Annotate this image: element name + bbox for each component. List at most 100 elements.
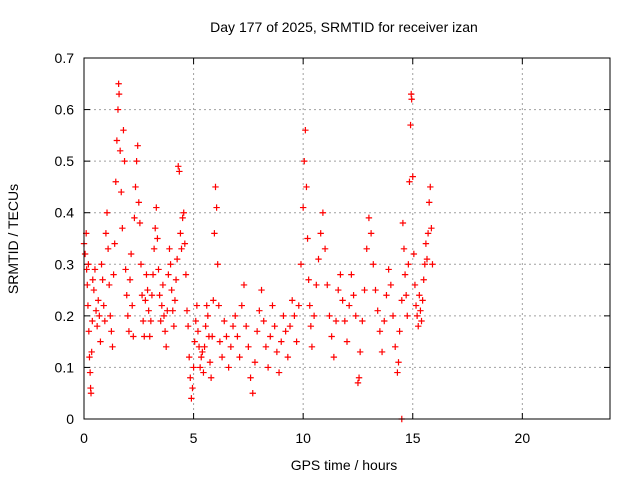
data-point (356, 348, 364, 356)
data-point (189, 384, 196, 392)
data-point (267, 333, 274, 340)
data-point (199, 348, 206, 356)
data-point (423, 255, 431, 263)
data-point (398, 297, 405, 304)
data-point (227, 343, 235, 350)
y-tick-label: 0.3 (55, 256, 75, 272)
data-point (161, 328, 169, 335)
data-point (124, 312, 132, 320)
data-point (85, 261, 92, 268)
data-point (133, 157, 140, 165)
data-point (376, 328, 384, 335)
data-point (418, 317, 425, 325)
data-point (313, 281, 320, 289)
data-point (307, 322, 315, 330)
y-tick-label: 0.2 (55, 308, 75, 324)
data-point (361, 286, 368, 294)
x-tick-label: 15 (405, 430, 421, 446)
data-point (374, 307, 381, 314)
data-point (146, 333, 153, 340)
data-point (85, 328, 93, 335)
data-point (229, 322, 237, 330)
data-point (148, 292, 156, 299)
data-point (308, 343, 316, 350)
data-point (92, 307, 100, 314)
data-point (354, 379, 362, 387)
y-tick-label: 0.1 (55, 359, 75, 375)
data-point (137, 261, 145, 268)
data-point (143, 271, 150, 278)
data-point (139, 317, 147, 325)
data-point (306, 302, 313, 309)
data-point (136, 219, 144, 227)
data-point (330, 353, 338, 361)
data-point (383, 292, 390, 299)
y-tick-label: 0 (66, 411, 74, 427)
data-point (282, 328, 289, 335)
data-point (186, 353, 193, 361)
data-point (115, 80, 122, 87)
data-point (245, 343, 252, 350)
data-point (262, 343, 270, 350)
data-point (150, 245, 158, 253)
data-point (385, 266, 392, 273)
data-point (221, 317, 228, 325)
chart-title: Day 177 of 2025, SRMTID for receiver iza… (210, 19, 478, 35)
data-point (157, 317, 164, 325)
data-point (392, 343, 399, 350)
data-point (258, 286, 265, 294)
y-axis-label: SRMTID / TECUs (5, 184, 21, 294)
data-point (103, 209, 111, 216)
data-point (422, 240, 430, 247)
data-point (234, 333, 241, 340)
data-point (100, 302, 107, 309)
data-point (158, 302, 166, 309)
data-point (93, 322, 101, 330)
data-point (401, 271, 409, 278)
data-point (363, 245, 370, 253)
data-point (242, 322, 250, 330)
axis-ticks (83, 57, 610, 420)
data-point (289, 297, 296, 304)
data-point (134, 142, 141, 149)
data-point (280, 312, 287, 320)
data-point (138, 292, 146, 299)
data-point (321, 245, 329, 253)
data-point (291, 312, 298, 320)
data-point (86, 353, 93, 361)
x-tick-label: 5 (190, 430, 198, 446)
data-point (201, 343, 208, 350)
data-point (411, 281, 419, 289)
data-point (271, 322, 278, 330)
data-point (155, 266, 162, 273)
data-point (419, 297, 426, 304)
data-point (345, 302, 353, 309)
data-point (404, 312, 411, 320)
data-point (326, 312, 333, 320)
data-point (206, 359, 214, 366)
data-point (109, 343, 116, 350)
data-point (355, 374, 363, 381)
data-point (119, 224, 126, 232)
data-point (154, 235, 161, 242)
data-point (408, 96, 415, 103)
data-point (81, 250, 89, 258)
data-point (114, 106, 122, 113)
data-point (91, 266, 99, 273)
data-point (394, 369, 401, 376)
data-point (350, 292, 357, 299)
data-point (286, 322, 294, 330)
data-point (95, 297, 102, 304)
data-point (203, 302, 210, 309)
data-point (396, 328, 403, 335)
data-point (415, 322, 422, 330)
data-point (171, 297, 179, 304)
data-point (204, 312, 212, 320)
data-point (98, 261, 105, 268)
data-point (113, 137, 121, 144)
data-point (123, 292, 130, 299)
data-point (145, 307, 152, 314)
data-point (284, 353, 292, 361)
data-point (88, 348, 95, 356)
